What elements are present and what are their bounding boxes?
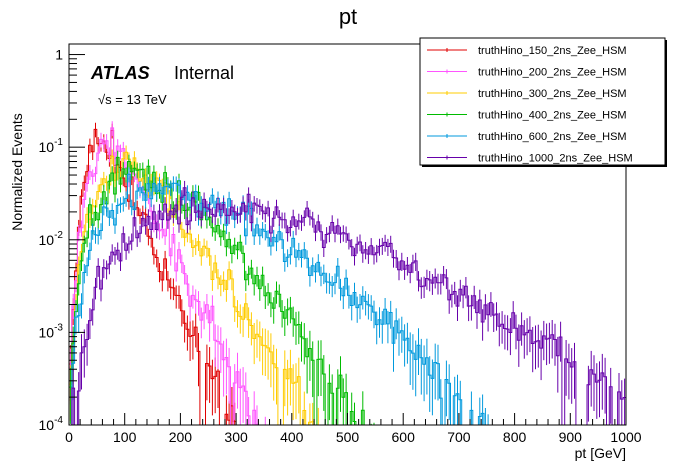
legend-entries: truthHino_150_2ns_Zee_HSM truthHino_200_2…	[427, 45, 633, 165]
series-line	[68, 127, 270, 426]
legend-entry: truthHino_150_2ns_Zee_HSM	[427, 45, 627, 57]
legend-entry: truthHino_300_2ns_Zee_HSM	[427, 88, 627, 100]
x-tick-label: 700	[447, 429, 471, 445]
y-tick-label: 1	[55, 47, 63, 63]
atlas-label: ATLAS	[90, 63, 150, 83]
x-tick-label: 1000	[610, 429, 641, 445]
series-line	[69, 187, 626, 426]
legend-box	[419, 37, 666, 166]
x-axis-label: pt [GeV]	[575, 445, 626, 461]
y-axis-label: Normalized Events	[9, 113, 25, 231]
series-line	[68, 156, 376, 426]
x-tick-label: 600	[392, 429, 416, 445]
x-tick-label: 100	[113, 429, 137, 445]
series-layer	[68, 121, 626, 426]
axis-layer: 0 100 200 300 400 500 600 700 800 900 1000 10-4 10-3…	[39, 47, 642, 445]
y-tick-label: 10-2	[39, 230, 64, 248]
legend-label: truthHino_400_2ns_Zee_HSM	[478, 110, 627, 122]
legend-entry: truthHino_400_2ns_Zee_HSM	[427, 110, 627, 122]
series-truthHino_200_2ns_Zee_HSM	[68, 121, 270, 426]
internal-label: Internal	[174, 63, 234, 83]
legend-label: truthHino_300_2ns_Zee_HSM	[478, 88, 627, 100]
legend-label: truthHino_1000_2ns_Zee_HSM	[478, 153, 633, 165]
y-tick-label: 10-3	[39, 322, 64, 340]
legend-entry: truthHino_1000_2ns_Zee_HSM	[427, 153, 633, 165]
x-tick-label: 500	[336, 429, 360, 445]
y-tick-label: 10-4	[39, 415, 64, 433]
series-truthHino_300_2ns_Zee_HSM	[68, 145, 320, 426]
legend-label: truthHino_150_2ns_Zee_HSM	[478, 45, 627, 57]
legend-shadow-right	[665, 40, 667, 167]
series-truthHino_1000_2ns_Zee_HSM	[69, 180, 626, 426]
legend-entry: truthHino_200_2ns_Zee_HSM	[427, 67, 627, 79]
x-tick-label: 900	[559, 429, 583, 445]
y-tick-label: 10-1	[39, 137, 64, 155]
series-truthHino_600_2ns_Zee_HSM	[69, 167, 493, 426]
legend-shadow-bottom	[422, 165, 667, 167]
x-tick-label: 800	[503, 429, 527, 445]
x-tick-label: 200	[169, 429, 193, 445]
legend-entry: truthHino_600_2ns_Zee_HSM	[427, 131, 627, 143]
energy-label: √s = 13 TeV	[98, 92, 167, 107]
series-line	[68, 128, 237, 426]
legend-label: truthHino_200_2ns_Zee_HSM	[478, 67, 627, 79]
x-tick-label: 0	[65, 429, 73, 445]
x-tick-label: 300	[224, 429, 248, 445]
legend: truthHino_150_2ns_Zee_HSM truthHino_200_2…	[419, 37, 667, 167]
chart-title: pt	[339, 4, 357, 29]
series-line	[69, 173, 493, 426]
legend-label: truthHino_600_2ns_Zee_HSM	[478, 131, 627, 143]
x-tick-label: 400	[280, 429, 304, 445]
